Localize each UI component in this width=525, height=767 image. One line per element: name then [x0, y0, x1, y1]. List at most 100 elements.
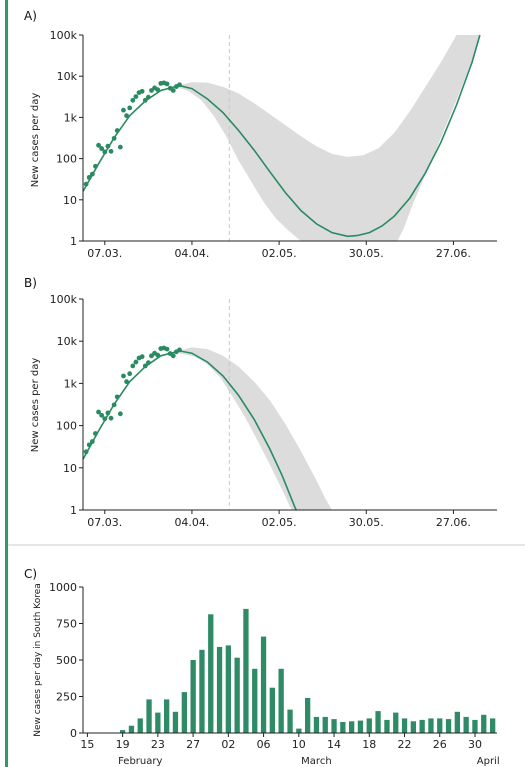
pa-x-tick-label-0: 07.03. — [87, 247, 122, 260]
pb-x-tick-label-4: 27.06. — [436, 516, 471, 529]
panel-c-label: C) — [24, 567, 37, 581]
pc-bar-5 — [128, 725, 135, 733]
pc-bar-21 — [269, 687, 275, 733]
pb-point-23 — [155, 352, 161, 358]
pb-fit-polyline — [82, 350, 297, 511]
panel-c-axes: 0 250 500 750 1000 15 19 23 27 02 06 10 14 18 22 26 30 Fe… — [49, 581, 500, 767]
pb-point-11 — [117, 411, 123, 417]
pc-x-tick-label-6: 10 — [292, 738, 306, 751]
pc-bar-29 — [340, 722, 346, 733]
pc-bar-32 — [366, 718, 372, 733]
pc-bar-24 — [296, 728, 302, 733]
pb-point-21 — [149, 353, 154, 359]
pc-bar-36 — [401, 718, 408, 733]
pc-bar-15 — [216, 646, 223, 733]
pa-fit-polyline — [82, 34, 481, 238]
pb-x-tick-label-1: 04.04. — [174, 516, 209, 529]
pb-point-1 — [86, 442, 92, 448]
pc-bar-4 — [120, 730, 126, 733]
pc-bar-17 — [234, 657, 240, 733]
pa-x-tick-label-3: 30.05. — [349, 247, 384, 260]
panel-c-y-axis-label: New cases per day in South Korea — [33, 583, 43, 737]
pb-point-12 — [121, 373, 126, 379]
pc-bar-10 — [172, 711, 179, 733]
pa-band-area — [179, 35, 480, 241]
pc-bar-46 — [490, 718, 496, 733]
pc-bar-23 — [287, 709, 293, 733]
pa-y-tick-label-5: 100k — [50, 29, 78, 42]
pa-point-8 — [108, 148, 114, 154]
pa-point-7 — [105, 143, 111, 149]
pc-x-tick-label-7: 14 — [327, 738, 341, 751]
pb-point-2 — [89, 439, 95, 444]
panel-a-label: A) — [24, 9, 37, 23]
pc-bar-20 — [260, 636, 267, 733]
pa-point-12 — [121, 107, 126, 113]
panel-b-y-axis-label: New cases per day — [30, 358, 41, 453]
pb-point-6 — [102, 416, 108, 422]
pb-point-18 — [139, 354, 145, 360]
pc-month-label-0: February — [118, 756, 162, 767]
pa-x-tick-label-1: 04.04. — [174, 247, 209, 260]
pc-bar-6 — [137, 718, 143, 733]
pc-bar-31 — [357, 720, 364, 733]
pc-x-tick-label-10: 26 — [433, 738, 447, 751]
pa-point-10 — [114, 128, 120, 133]
pb-point-15 — [130, 363, 136, 369]
pa-point-18 — [139, 88, 145, 94]
pc-bar-44 — [472, 719, 478, 733]
pb-point-20 — [145, 360, 151, 366]
pb-point-9 — [111, 402, 117, 408]
pc-bar-37 — [410, 721, 416, 733]
panel-a-fit-line — [82, 34, 481, 238]
pc-x-tick-label-1: 19 — [116, 738, 130, 751]
left-frame-border — [5, 0, 8, 767]
panel-c: C) New cases per day in South Korea 0250… — [24, 567, 500, 767]
pa-point-9 — [111, 135, 117, 141]
pc-bar-7 — [146, 699, 152, 733]
pc-bar-35 — [393, 712, 399, 733]
pb-point-26 — [164, 346, 170, 352]
pc-x-tick-label-5: 06 — [257, 738, 271, 751]
pc-bar-8 — [155, 712, 161, 733]
panel-a-y-axis-label: New cases per day — [30, 93, 41, 188]
pa-point-0 — [83, 181, 89, 187]
pa-point-28 — [170, 88, 176, 93]
pc-bar-11 — [181, 692, 187, 733]
pc-bar-28 — [331, 719, 337, 733]
pa-point-6 — [102, 149, 108, 155]
pc-bar-22 — [278, 668, 284, 733]
pb-y-tick-label-4: 10k — [57, 335, 78, 348]
pb-point-0 — [83, 449, 89, 455]
pa-y-tick-label-1: 10 — [63, 194, 77, 207]
pa-y-tick-label-0: 1 — [70, 235, 77, 248]
pb-y-tick-label-3: 1k — [64, 377, 78, 390]
pc-y-tick-label-3: 750 — [56, 618, 77, 631]
pa-point-19 — [142, 97, 148, 103]
pc-x-tick-label-11: 30 — [468, 738, 482, 751]
pc-bar-14 — [208, 614, 214, 733]
panel-c-bars — [120, 608, 496, 734]
pa-point-26 — [164, 81, 170, 87]
pb-point-4 — [96, 409, 101, 415]
panel-b-data-points — [83, 345, 182, 455]
pc-bar-43 — [463, 716, 469, 733]
pa-point-3 — [93, 163, 98, 169]
panel-b-label: B) — [24, 276, 37, 290]
pc-bar-25 — [305, 698, 311, 733]
pa-point-4 — [96, 142, 101, 148]
pa-point-23 — [155, 87, 161, 93]
pa-y-tick-label-4: 10k — [57, 70, 78, 83]
pb-point-19 — [142, 363, 148, 369]
pb-point-16 — [133, 359, 139, 365]
pc-x-tick-label-0: 15 — [80, 738, 94, 751]
pa-point-20 — [145, 94, 151, 100]
pc-bar-38 — [419, 719, 425, 733]
panel-b-fit-line — [82, 350, 297, 511]
pb-x-tick-label-0: 07.03. — [87, 516, 122, 529]
pc-bar-42 — [454, 711, 460, 733]
pc-bar-40 — [437, 718, 443, 733]
pc-bar-9 — [164, 699, 170, 733]
pc-x-tick-label-4: 02 — [221, 738, 235, 751]
